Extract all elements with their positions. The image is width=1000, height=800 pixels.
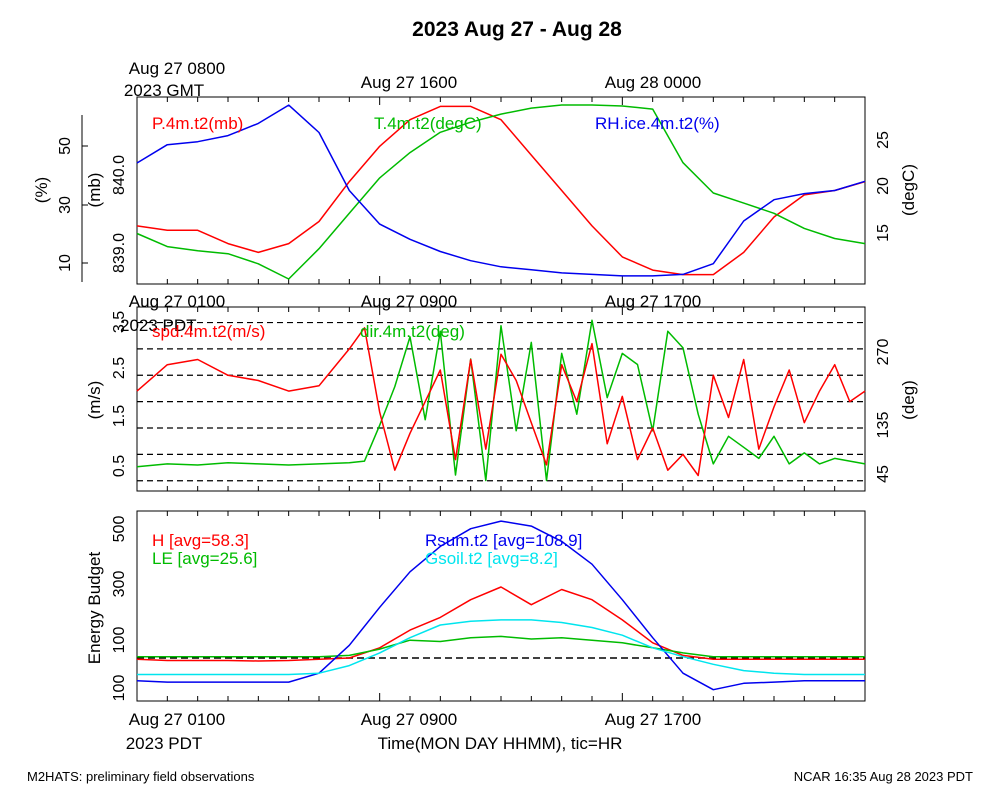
pdt-first-label: Aug 27 0100 — [129, 292, 225, 311]
bottom-year-label: 2023 PDT — [126, 734, 203, 753]
x-axis-label: Time(MON DAY HHMM), tic=HR — [378, 734, 623, 753]
series-line-gsoil — [137, 619, 865, 676]
speed-tick-3.5: 3.5 — [111, 311, 128, 333]
series-line-h — [136, 586, 865, 662]
series-line-direction — [136, 319, 866, 482]
temp-tick-15: 15 — [875, 224, 892, 242]
speed-tick-2.5: 2.5 — [111, 357, 128, 379]
bottom-first-label: Aug 27 0100 — [129, 710, 225, 729]
rh-axis-label: (%) — [32, 177, 51, 203]
legend-wind-direction: dir.4m.t2(deg) — [360, 322, 465, 341]
panel1-frame — [136, 96, 866, 285]
temp-tick-20: 20 — [875, 177, 892, 195]
speed-axis-label: (m/s) — [85, 381, 104, 420]
panel2-reference-lines — [137, 321, 865, 482]
panel3-hour-ticks — [136, 511, 866, 701]
pdt-year-label: 2023 PDT — [120, 316, 197, 335]
pdt-mid-label: Aug 27 0900 — [361, 292, 457, 311]
dir-axis-label: (deg) — [899, 380, 918, 420]
rh-tick-50: 50 — [57, 137, 74, 155]
footer-left: M2HATS: preliminary field observations — [27, 769, 255, 784]
speed-tick-0.5: 0.5 — [111, 455, 128, 477]
pressure-axis-label: (mb) — [85, 173, 104, 208]
panel1-series — [136, 104, 866, 280]
temp-tick-25: 25 — [875, 131, 892, 149]
bottom-mid-label: Aug 27 0900 — [361, 710, 457, 729]
rh-tick-10: 10 — [57, 254, 74, 272]
dir-tick-45: 45 — [875, 465, 892, 483]
legend-rsum: Rsum.t2 [avg=108.9] — [425, 531, 582, 550]
legend-rh: RH.ice.4m.t2(%) — [595, 114, 720, 133]
gmt-year-label: 2023 GMT — [124, 81, 204, 100]
figure-title: 2023 Aug 27 - Aug 28 — [412, 18, 622, 41]
pdt-last-label: Aug 27 1700 — [605, 292, 701, 311]
panel1-hour-ticks — [136, 97, 866, 284]
footer-right: NCAR 16:35 Aug 28 2023 PDT — [794, 769, 973, 784]
energy-tick-100: 100 — [111, 627, 128, 654]
panel-energy-budget: 500 300 100 100 Energy Budget H [avg=58.… — [85, 510, 866, 702]
series-line-rsum — [136, 520, 865, 691]
dir-tick-135: 135 — [875, 412, 892, 439]
legend-le: LE [avg=25.6] — [152, 549, 257, 568]
temp-axis-label: (degC) — [899, 164, 918, 216]
pressure-tick-840: 840.0 — [111, 155, 128, 195]
energy-tick-neg-100: 100 — [111, 675, 128, 702]
panel3-series — [136, 520, 865, 691]
dir-tick-270: 270 — [875, 339, 892, 366]
gmt-last-label: Aug 28 0000 — [605, 73, 701, 92]
panel-wind: 3.5 2.5 1.5 0.5 (m/s) 270 135 45 (deg) 2… — [85, 306, 918, 492]
series-line-speed — [136, 327, 866, 477]
series-line-mb — [136, 105, 866, 276]
pressure-tick-839: 839.0 — [111, 233, 128, 273]
bottom-last-label: Aug 27 1700 — [605, 710, 701, 729]
legend-h: H [avg=58.3] — [152, 531, 249, 550]
panel-pressure-temp-rh: 50 30 10 (%) 840.0 839.0 (mb) 25 20 15 (… — [32, 96, 918, 285]
gmt-mid-label: Aug 27 1600 — [361, 73, 457, 92]
energy-tick-500: 500 — [111, 516, 128, 543]
series-line-pct — [136, 104, 866, 277]
panel2-series — [136, 319, 866, 482]
speed-tick-1.5: 1.5 — [111, 405, 128, 427]
series-line-degC — [136, 104, 866, 280]
panel2-hour-ticks — [136, 307, 866, 491]
legend-pressure: P.4m.t2(mb) — [152, 114, 243, 133]
legend-temperature: T.4m.t2(degC) — [374, 114, 482, 133]
energy-axis-label: Energy Budget — [85, 551, 104, 664]
energy-tick-300: 300 — [111, 571, 128, 598]
series-line-le — [137, 635, 865, 658]
rh-tick-30: 30 — [57, 196, 74, 214]
legend-gsoil: Gsoil.t2 [avg=8.2] — [425, 549, 558, 568]
gmt-first-label: Aug 27 0800 — [129, 59, 225, 78]
legend-wind-speed: spd.4m.t2(m/s) — [152, 322, 265, 341]
